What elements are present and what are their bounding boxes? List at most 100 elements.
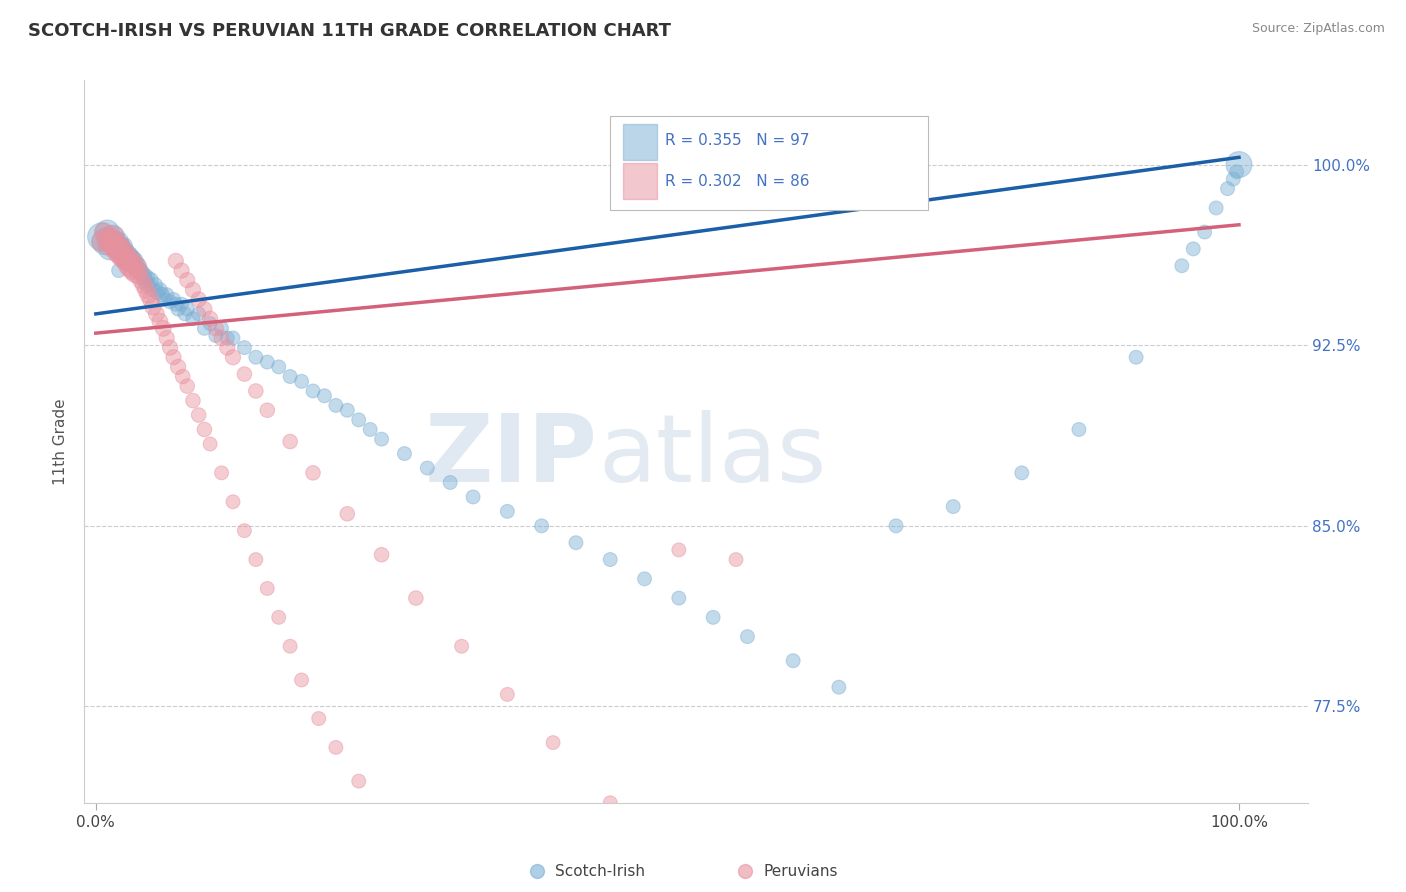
Point bbox=[146, 285, 169, 300]
Point bbox=[139, 273, 162, 287]
Point bbox=[107, 235, 129, 249]
Point bbox=[193, 321, 215, 335]
Point bbox=[496, 504, 519, 518]
Point bbox=[702, 610, 724, 624]
Point bbox=[290, 673, 312, 687]
Point bbox=[233, 341, 256, 355]
Point bbox=[267, 359, 290, 374]
Point bbox=[222, 331, 245, 345]
Point bbox=[114, 254, 136, 268]
Point bbox=[120, 254, 142, 268]
Point bbox=[124, 266, 146, 280]
Text: Source: ZipAtlas.com: Source: ZipAtlas.com bbox=[1251, 22, 1385, 36]
Point bbox=[211, 466, 233, 480]
Point bbox=[496, 687, 519, 701]
Point bbox=[105, 242, 128, 256]
Point bbox=[1182, 242, 1205, 256]
Point bbox=[347, 774, 370, 789]
Point bbox=[205, 328, 228, 343]
Point bbox=[101, 237, 124, 252]
Point bbox=[112, 244, 135, 259]
Point bbox=[1125, 350, 1147, 364]
Point bbox=[162, 350, 184, 364]
Point bbox=[1222, 172, 1244, 186]
Point bbox=[461, 490, 484, 504]
Point bbox=[104, 235, 127, 249]
Text: Scotch-Irish: Scotch-Irish bbox=[555, 864, 645, 879]
Point bbox=[120, 249, 142, 263]
Point bbox=[828, 680, 851, 694]
Point bbox=[724, 552, 747, 566]
Point bbox=[101, 229, 124, 244]
Point bbox=[124, 254, 146, 268]
Point bbox=[290, 374, 312, 388]
Point bbox=[256, 355, 278, 369]
Point bbox=[394, 447, 416, 461]
Point bbox=[125, 261, 148, 276]
Point bbox=[98, 239, 121, 253]
Point bbox=[159, 294, 181, 309]
Point bbox=[131, 266, 153, 280]
Point bbox=[217, 331, 239, 345]
Point bbox=[599, 796, 621, 810]
Point bbox=[193, 422, 215, 436]
Point bbox=[100, 229, 122, 244]
Point bbox=[110, 239, 132, 253]
Point bbox=[118, 254, 141, 268]
Point bbox=[108, 239, 131, 253]
Point bbox=[222, 494, 245, 508]
Point bbox=[325, 740, 347, 755]
Point bbox=[131, 273, 153, 287]
Point bbox=[187, 293, 209, 307]
Point bbox=[108, 244, 131, 259]
Point bbox=[112, 246, 135, 260]
Point bbox=[1194, 225, 1216, 239]
Point bbox=[142, 283, 165, 297]
Point bbox=[112, 239, 135, 253]
Point bbox=[162, 293, 184, 307]
Point bbox=[233, 367, 256, 381]
Point bbox=[737, 630, 759, 644]
Point bbox=[530, 519, 553, 533]
Point bbox=[416, 461, 439, 475]
Text: SCOTCH-IRISH VS PERUVIAN 11TH GRADE CORRELATION CHART: SCOTCH-IRISH VS PERUVIAN 11TH GRADE CORR… bbox=[28, 22, 671, 40]
Point bbox=[325, 398, 347, 412]
Text: R = 0.355   N = 97: R = 0.355 N = 97 bbox=[665, 134, 810, 148]
Bar bbox=[610, 117, 928, 211]
Point bbox=[267, 610, 290, 624]
Point bbox=[942, 500, 965, 514]
Point bbox=[90, 229, 112, 244]
Point bbox=[96, 229, 118, 244]
Point bbox=[541, 735, 564, 749]
Point bbox=[308, 711, 330, 725]
Point bbox=[143, 277, 166, 292]
Point bbox=[149, 283, 172, 297]
Point bbox=[233, 524, 256, 538]
Point bbox=[176, 273, 198, 287]
Point bbox=[193, 302, 215, 317]
Point bbox=[187, 307, 209, 321]
Text: ZIP: ZIP bbox=[425, 410, 598, 502]
Point bbox=[370, 808, 392, 822]
Point bbox=[211, 331, 233, 345]
Point bbox=[174, 307, 197, 321]
Point bbox=[153, 293, 176, 307]
Point bbox=[100, 235, 122, 249]
Point bbox=[105, 244, 128, 259]
Point bbox=[120, 256, 142, 270]
Point bbox=[156, 331, 179, 345]
Point bbox=[1011, 466, 1033, 480]
Point bbox=[112, 252, 135, 266]
Point bbox=[217, 341, 239, 355]
Text: atlas: atlas bbox=[598, 410, 827, 502]
Point bbox=[782, 654, 804, 668]
Point bbox=[668, 542, 690, 557]
Point bbox=[103, 239, 125, 253]
Point bbox=[256, 582, 278, 596]
Point bbox=[142, 300, 165, 314]
Point bbox=[128, 263, 150, 277]
Point bbox=[181, 393, 204, 408]
Point bbox=[884, 519, 907, 533]
Point bbox=[90, 235, 112, 249]
Point bbox=[121, 252, 143, 266]
